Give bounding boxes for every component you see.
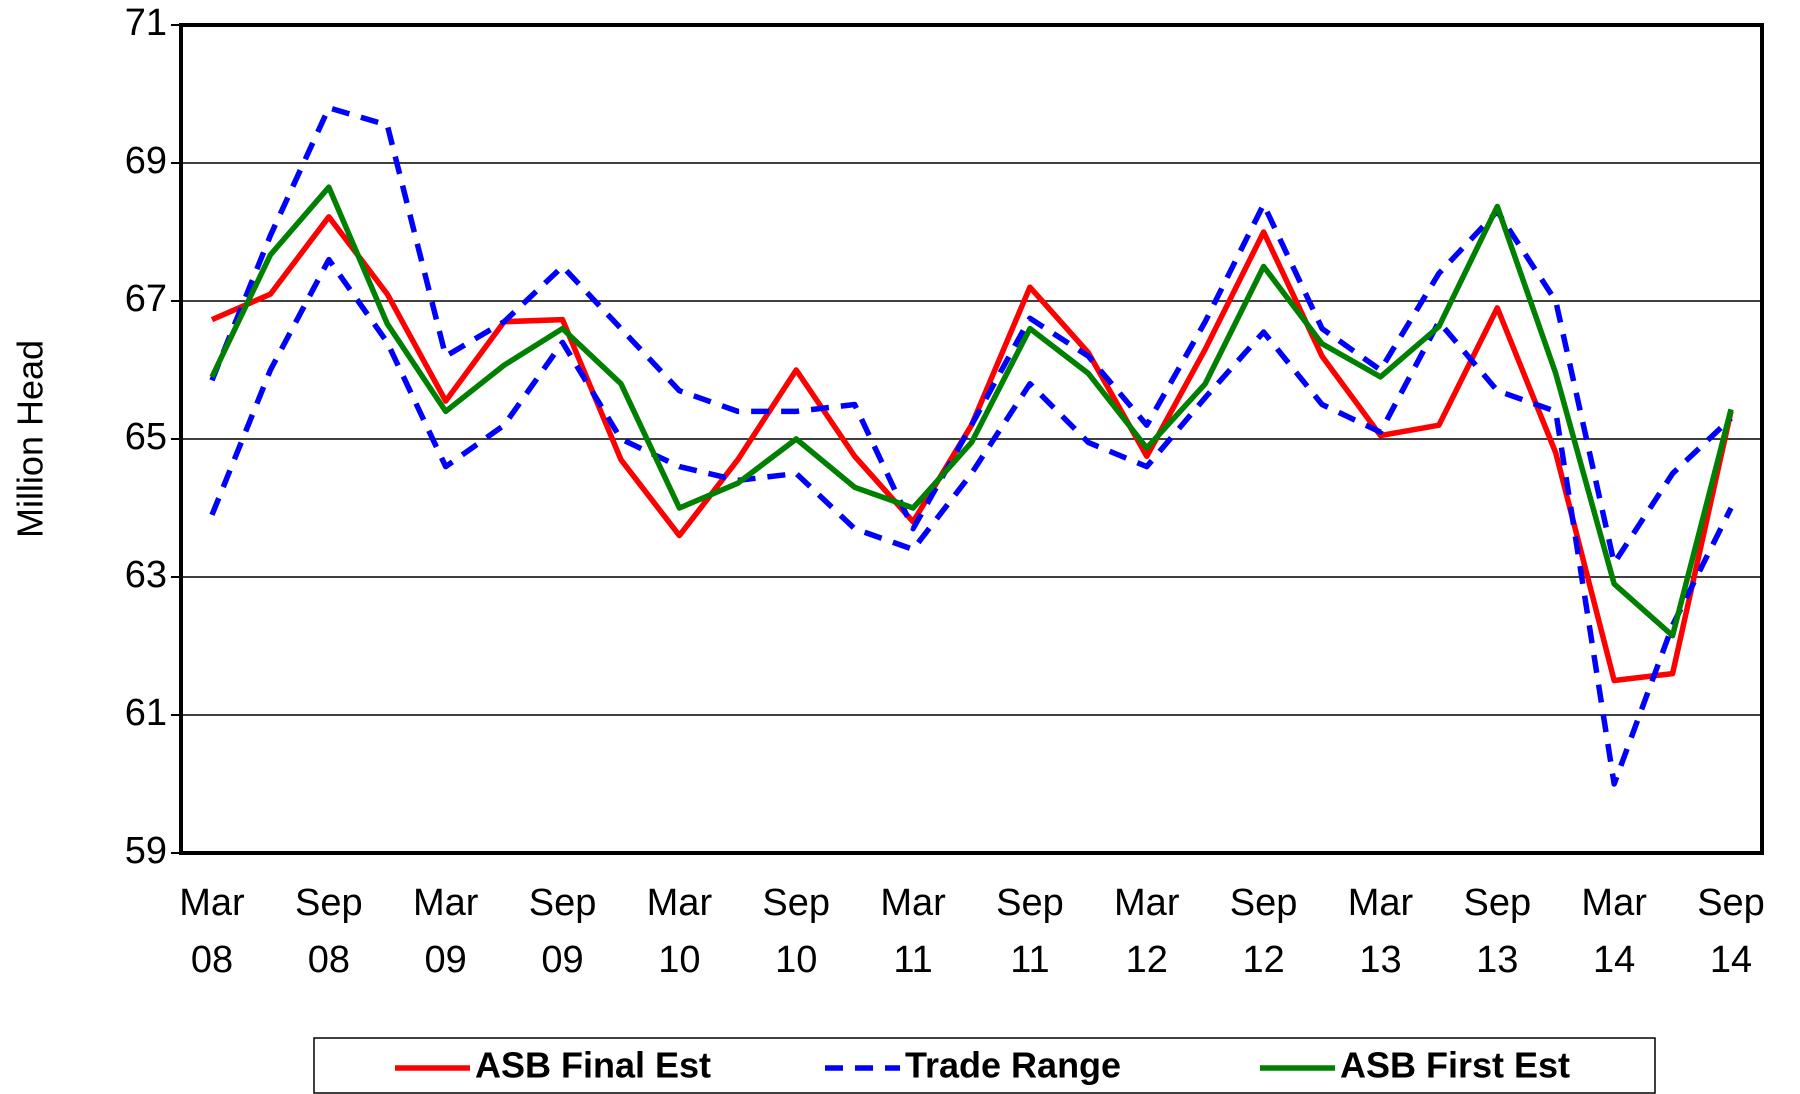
x-tick-label: Sep 12 bbox=[1230, 882, 1298, 981]
y-tick-label: 67 bbox=[125, 278, 167, 320]
y-tick-label: 65 bbox=[125, 416, 167, 458]
x-tick-label: Mar 12 bbox=[1114, 882, 1180, 981]
y-tick-label: 69 bbox=[125, 140, 167, 182]
range-low-line bbox=[209, 256, 1734, 787]
x-tick-label: Sep 09 bbox=[529, 882, 597, 981]
x-tick-label: Sep 10 bbox=[762, 882, 830, 981]
y-axis-label: Million Head bbox=[10, 340, 51, 538]
range-high-line bbox=[209, 105, 1733, 566]
x-tick-label: Mar 10 bbox=[647, 882, 713, 981]
y-tick-label: 71 bbox=[125, 2, 167, 44]
x-tick-label: Mar 14 bbox=[1581, 882, 1647, 981]
x-tick-label: Sep 11 bbox=[996, 882, 1064, 981]
series-line bbox=[210, 214, 1734, 684]
legend-box bbox=[313, 1037, 1656, 1094]
y-tick-label: 59 bbox=[125, 830, 167, 872]
x-tick-label: Sep 08 bbox=[295, 882, 363, 981]
y-tick-label: 61 bbox=[125, 692, 167, 734]
x-tick-label: Mar 11 bbox=[880, 882, 946, 981]
legend-label: ASB First Est bbox=[1340, 1045, 1570, 1086]
x-tick-label: Sep 13 bbox=[1463, 882, 1531, 981]
series-line bbox=[209, 184, 1734, 639]
x-tick-label: Mar 13 bbox=[1348, 882, 1414, 981]
plot-frame bbox=[179, 23, 1764, 855]
legend-label: ASB Final Est bbox=[475, 1045, 711, 1086]
y-tick-label: 63 bbox=[125, 554, 167, 596]
x-tick-label: Mar 08 bbox=[179, 882, 245, 981]
x-tick-label: Sep 14 bbox=[1697, 882, 1765, 981]
legend-label: Trade Range bbox=[905, 1045, 1121, 1086]
x-tick-label: Mar 09 bbox=[413, 882, 479, 981]
